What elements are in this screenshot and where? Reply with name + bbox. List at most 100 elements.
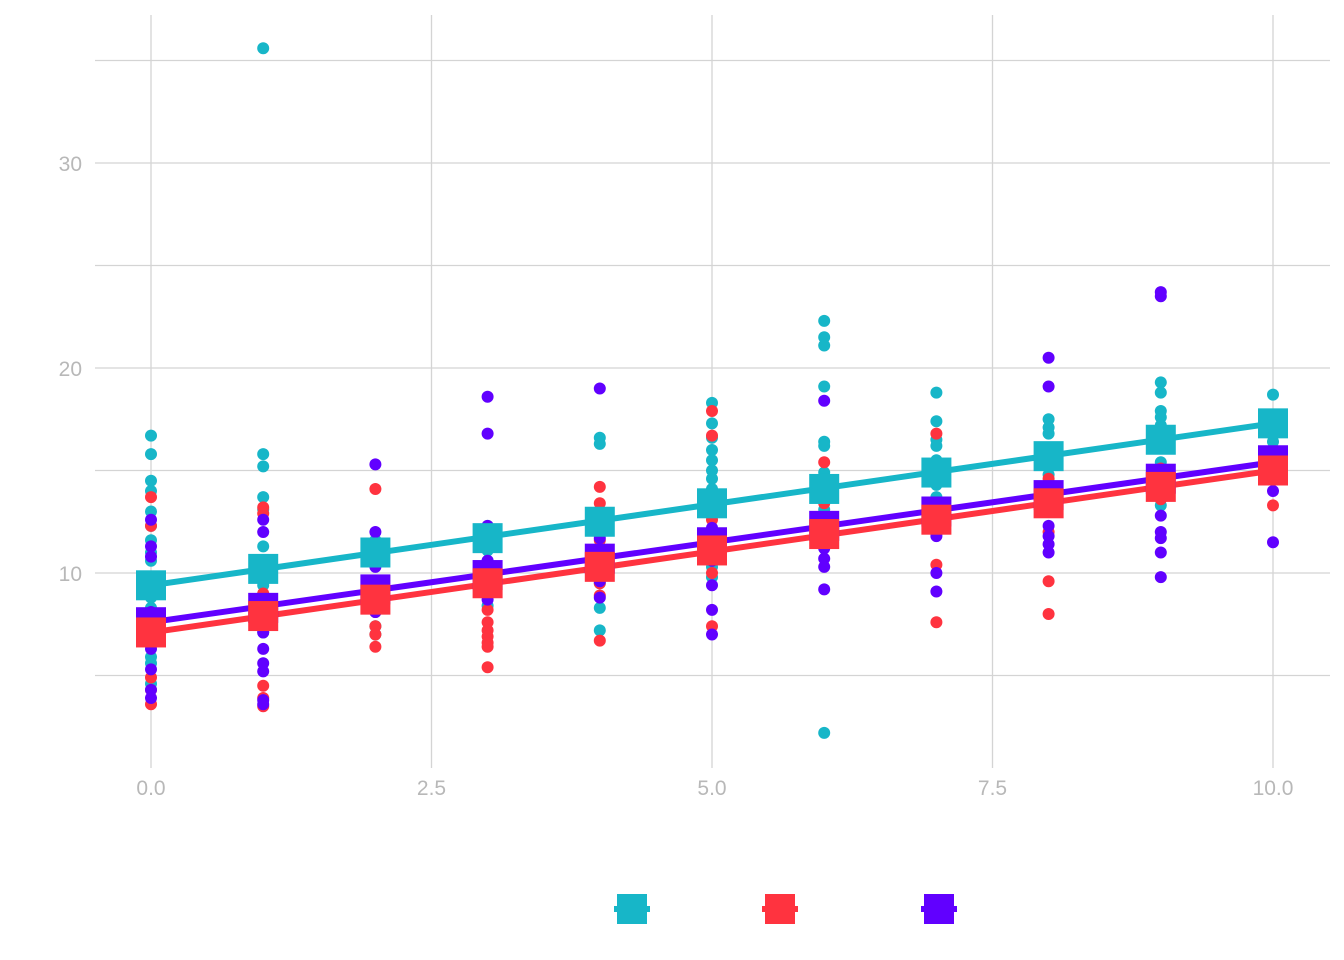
data-point — [257, 491, 270, 504]
data-point — [706, 454, 718, 467]
data-point — [1154, 509, 1167, 522]
data-point — [1042, 546, 1055, 559]
data-point — [1154, 411, 1167, 424]
data-point — [1154, 386, 1167, 399]
data-point — [257, 42, 270, 55]
y-tick-label: 10 — [59, 563, 82, 586]
data-point — [257, 460, 270, 473]
data-point — [706, 628, 718, 641]
data-point — [1154, 546, 1167, 559]
data-point — [818, 560, 831, 573]
legend-swatch — [765, 894, 795, 924]
data-point — [1042, 575, 1055, 588]
data-point — [818, 552, 831, 565]
mean-marker — [136, 570, 166, 601]
data-point — [145, 663, 157, 676]
data-point — [593, 591, 606, 604]
legend-key — [614, 894, 650, 924]
data-point — [145, 540, 157, 553]
data-point — [257, 642, 270, 655]
data-point — [369, 640, 382, 653]
data-point — [257, 448, 270, 461]
data-point — [481, 640, 494, 653]
legend-swatch — [617, 894, 647, 924]
y-tick-label: 30 — [59, 153, 82, 176]
data-point — [257, 665, 270, 678]
data-point — [145, 683, 157, 696]
grid — [95, 15, 1330, 768]
x-tick-label: 2.5 — [417, 777, 446, 800]
data-point — [257, 698, 270, 711]
x-tick-label: 0.0 — [136, 777, 165, 800]
data-point — [593, 624, 606, 637]
data-point — [481, 427, 494, 440]
legend-key — [762, 894, 798, 924]
x-tick-label: 10.0 — [1253, 777, 1294, 800]
data-point — [818, 583, 831, 596]
legend-swatch — [924, 894, 954, 924]
mean-markers — [136, 408, 1288, 648]
data-point — [145, 671, 157, 684]
data-point — [257, 513, 270, 526]
data-point — [145, 505, 157, 518]
mean-marker — [1145, 471, 1176, 502]
data-point — [145, 550, 157, 563]
data-point — [930, 616, 943, 629]
legend — [614, 894, 957, 924]
data-point — [257, 526, 270, 538]
mean-marker — [697, 488, 727, 519]
data-point — [1042, 538, 1055, 551]
x-tick-label: 7.5 — [978, 777, 1007, 800]
data-point — [369, 482, 382, 495]
data-point — [481, 661, 494, 674]
data-point — [145, 491, 157, 504]
data-point — [257, 679, 270, 692]
data-point — [706, 396, 718, 409]
data-point — [593, 480, 606, 493]
data-point — [706, 405, 718, 418]
data-point — [593, 382, 606, 395]
data-point — [930, 386, 943, 399]
data-point — [706, 464, 718, 477]
data-point — [481, 390, 494, 403]
mean-marker — [248, 601, 279, 632]
data-point — [818, 339, 831, 352]
data-point — [369, 526, 382, 538]
data-point — [1042, 530, 1055, 543]
data-point — [593, 634, 606, 647]
data-point — [818, 456, 831, 469]
data-point — [1042, 427, 1055, 440]
data-point — [1267, 435, 1279, 448]
data-point — [1267, 536, 1279, 549]
mean-marker — [584, 506, 615, 537]
legend-key — [921, 894, 957, 924]
data-point — [1154, 571, 1167, 584]
data-point — [818, 394, 831, 407]
data-point — [1042, 519, 1055, 532]
x-tick-label: 5.0 — [697, 777, 726, 800]
data-point — [145, 448, 157, 461]
mean-marker — [248, 553, 279, 584]
data-point — [706, 579, 718, 592]
data-point — [706, 567, 718, 579]
mean-marker — [472, 523, 503, 554]
data-point — [818, 331, 831, 344]
mean-marker — [360, 537, 391, 568]
data-point — [145, 692, 157, 705]
data-point — [818, 314, 831, 327]
mean-marker — [921, 457, 952, 488]
y-axis-ticks: 10 20 30 — [59, 153, 82, 586]
data-point — [145, 429, 157, 442]
x-axis-ticks: 0.0 2.5 5.0 7.5 10.0 — [136, 777, 1293, 800]
data-point — [930, 585, 943, 598]
data-point — [593, 437, 606, 450]
data-point — [818, 726, 831, 739]
data-point — [369, 628, 382, 641]
y-tick-label: 20 — [59, 358, 82, 381]
data-point — [1154, 532, 1167, 545]
data-point — [818, 439, 831, 452]
mean-marker — [921, 504, 952, 535]
data-point — [930, 415, 943, 428]
data-point — [593, 601, 606, 614]
